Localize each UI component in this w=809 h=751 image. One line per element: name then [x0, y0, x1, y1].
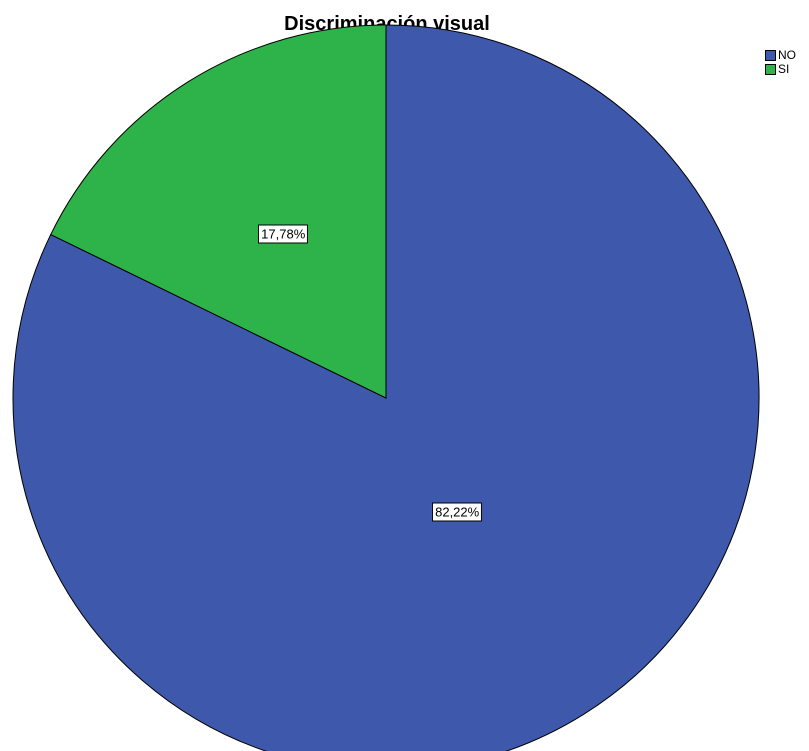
legend-swatch-no	[765, 49, 776, 61]
slice-label-si: 17,78%	[258, 224, 309, 244]
legend-label-no: NO	[778, 48, 796, 62]
legend-label-si: SI	[778, 62, 790, 76]
legend-item-no: NO	[765, 48, 796, 62]
pie-slice-no	[12, 24, 760, 751]
pie-slice-si	[50, 24, 387, 399]
slice-label-no: 82,22%	[432, 502, 483, 522]
legend: NO SI	[765, 48, 796, 76]
legend-item-si: SI	[765, 62, 796, 76]
legend-swatch-si	[765, 63, 776, 75]
